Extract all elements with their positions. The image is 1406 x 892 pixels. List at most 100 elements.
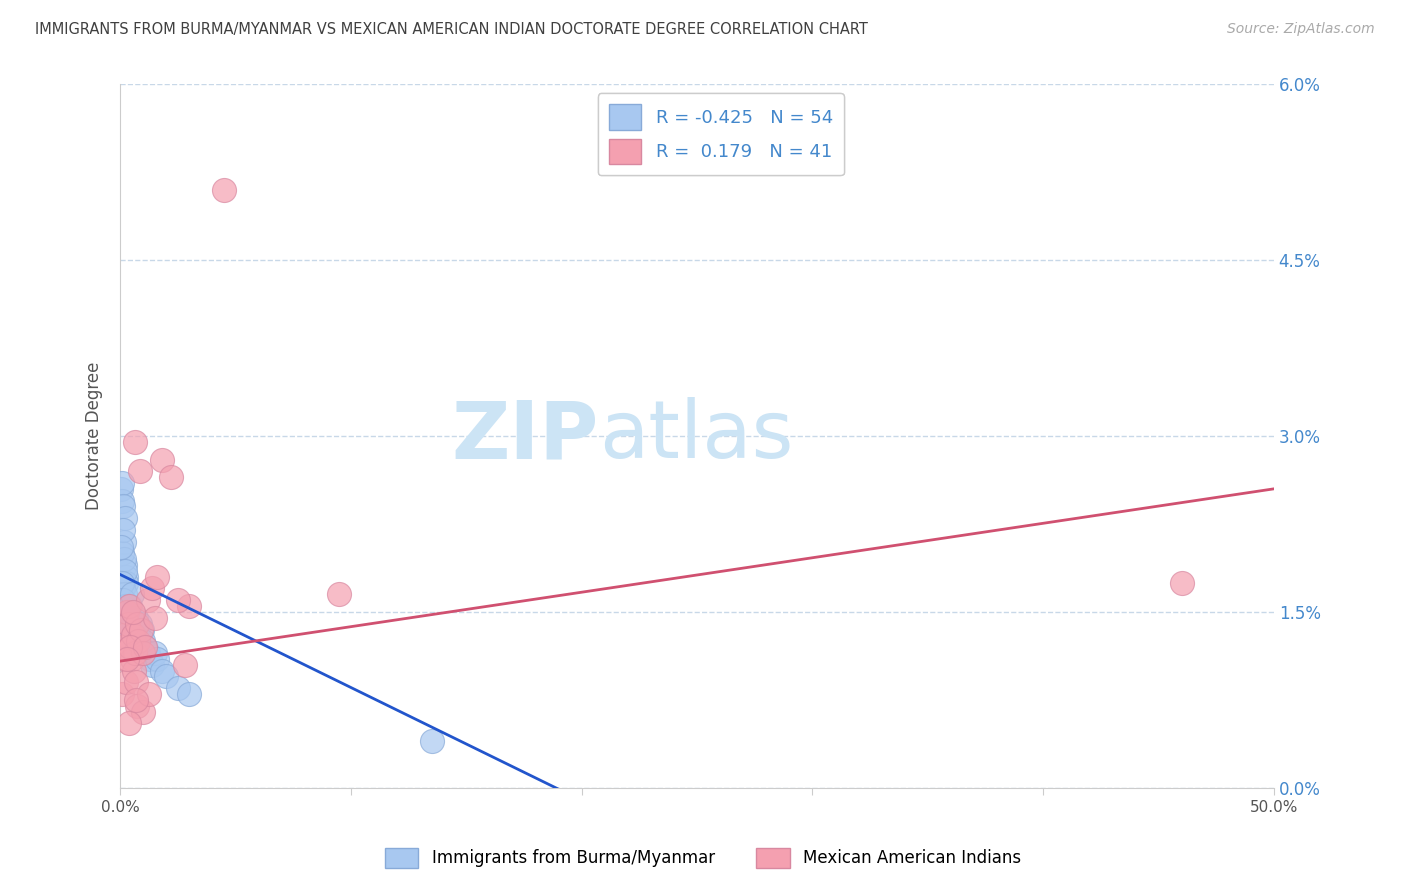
Point bbox=[134, 640, 156, 654]
Point bbox=[132, 705, 155, 719]
Point bbox=[112, 628, 135, 642]
Point bbox=[115, 575, 138, 590]
Point bbox=[129, 623, 152, 637]
Point bbox=[110, 482, 132, 496]
Point bbox=[136, 646, 159, 660]
Point bbox=[117, 616, 139, 631]
Point bbox=[118, 623, 141, 637]
Point bbox=[115, 605, 138, 619]
Point bbox=[118, 716, 141, 731]
Point bbox=[1170, 575, 1192, 590]
Point bbox=[114, 599, 136, 613]
Point bbox=[127, 628, 149, 642]
Point bbox=[150, 452, 173, 467]
Point bbox=[143, 646, 166, 660]
Legend: Immigrants from Burma/Myanmar, Mexican American Indians: Immigrants from Burma/Myanmar, Mexican A… bbox=[378, 841, 1028, 875]
Point bbox=[114, 605, 136, 619]
Point bbox=[111, 593, 134, 607]
Point bbox=[121, 628, 143, 642]
Point bbox=[127, 634, 149, 648]
Point bbox=[131, 623, 153, 637]
Point bbox=[115, 623, 138, 637]
Point bbox=[124, 623, 146, 637]
Point bbox=[328, 587, 350, 601]
Point bbox=[146, 652, 169, 666]
Point bbox=[150, 664, 173, 678]
Point bbox=[146, 570, 169, 584]
Point bbox=[112, 500, 135, 514]
Point bbox=[114, 558, 136, 572]
Point bbox=[121, 605, 143, 619]
Point bbox=[124, 646, 146, 660]
Point bbox=[111, 546, 134, 560]
Point bbox=[111, 523, 134, 537]
Point bbox=[110, 640, 132, 654]
Point bbox=[132, 646, 155, 660]
Point bbox=[179, 599, 201, 613]
Point bbox=[115, 611, 138, 625]
Point bbox=[120, 640, 142, 654]
Point bbox=[112, 582, 135, 596]
Point bbox=[127, 698, 149, 713]
Point bbox=[110, 616, 132, 631]
Point bbox=[155, 669, 177, 683]
Text: ZIP: ZIP bbox=[451, 397, 599, 475]
Y-axis label: Doctorate Degree: Doctorate Degree bbox=[86, 362, 103, 510]
Point bbox=[141, 582, 163, 596]
Point bbox=[111, 599, 134, 613]
Point bbox=[115, 611, 138, 625]
Point bbox=[114, 675, 136, 690]
Point bbox=[114, 564, 136, 578]
Point bbox=[122, 664, 145, 678]
Point bbox=[112, 534, 135, 549]
Point bbox=[111, 493, 134, 508]
Point bbox=[212, 183, 235, 197]
Point bbox=[114, 605, 136, 619]
Point bbox=[420, 734, 443, 748]
Point bbox=[124, 434, 146, 449]
Point bbox=[159, 470, 181, 484]
Point bbox=[120, 599, 142, 613]
Point bbox=[114, 570, 136, 584]
Point bbox=[166, 681, 188, 695]
Text: atlas: atlas bbox=[599, 397, 793, 475]
Point bbox=[134, 640, 156, 654]
Point bbox=[125, 693, 148, 707]
Point bbox=[132, 634, 155, 648]
Point bbox=[179, 687, 201, 701]
Point bbox=[112, 593, 135, 607]
Point bbox=[127, 616, 149, 631]
Point bbox=[114, 511, 136, 525]
Point bbox=[143, 611, 166, 625]
Point bbox=[110, 541, 132, 555]
Point bbox=[118, 599, 141, 613]
Point bbox=[117, 616, 139, 631]
Point bbox=[121, 587, 143, 601]
Point bbox=[112, 552, 135, 566]
Point bbox=[111, 475, 134, 490]
Point bbox=[128, 464, 150, 478]
Point bbox=[127, 634, 149, 648]
Point bbox=[111, 575, 134, 590]
Point bbox=[114, 587, 136, 601]
Point bbox=[125, 675, 148, 690]
Point bbox=[136, 593, 159, 607]
Point bbox=[120, 640, 142, 654]
Legend: R = -0.425   N = 54, R =  0.179   N = 41: R = -0.425 N = 54, R = 0.179 N = 41 bbox=[598, 94, 844, 175]
Text: IMMIGRANTS FROM BURMA/MYANMAR VS MEXICAN AMERICAN INDIAN DOCTORATE DEGREE CORREL: IMMIGRANTS FROM BURMA/MYANMAR VS MEXICAN… bbox=[35, 22, 868, 37]
Point bbox=[111, 687, 134, 701]
Point bbox=[138, 687, 160, 701]
Point bbox=[166, 593, 188, 607]
Point bbox=[128, 616, 150, 631]
Point bbox=[118, 634, 141, 648]
Point bbox=[121, 652, 143, 666]
Point bbox=[129, 640, 152, 654]
Point bbox=[114, 652, 136, 666]
Point bbox=[122, 616, 145, 631]
Point bbox=[141, 657, 163, 672]
Point bbox=[173, 657, 195, 672]
Text: Source: ZipAtlas.com: Source: ZipAtlas.com bbox=[1227, 22, 1375, 37]
Point bbox=[125, 611, 148, 625]
Point bbox=[115, 652, 138, 666]
Point bbox=[122, 628, 145, 642]
